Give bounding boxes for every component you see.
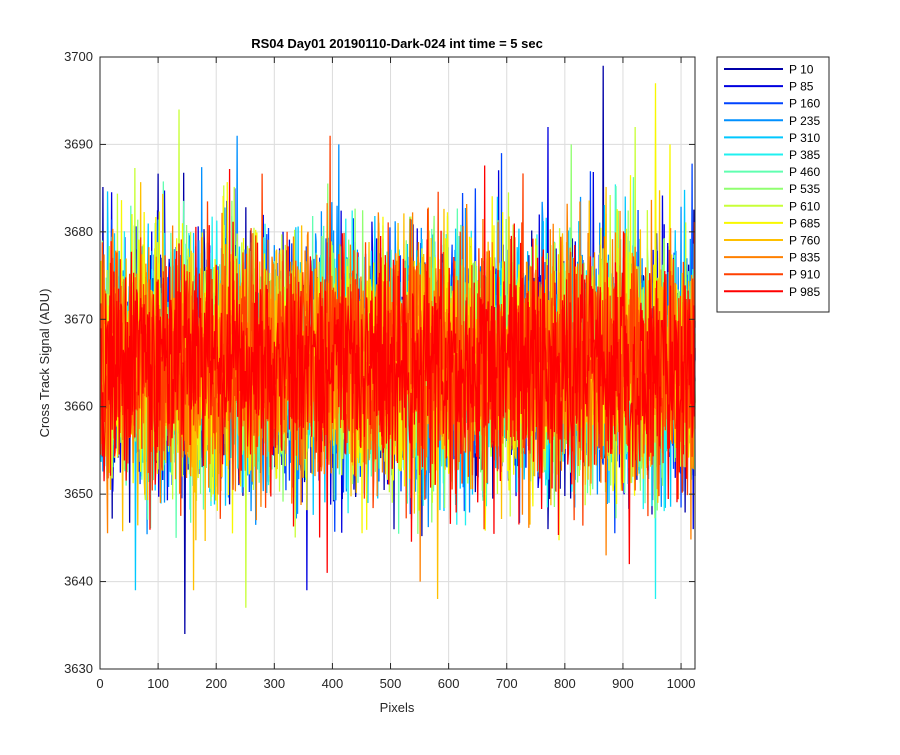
legend-label: P 610 <box>789 199 820 213</box>
x-tick-label: 800 <box>554 676 576 691</box>
x-tick-label: 200 <box>205 676 227 691</box>
y-tick-label: 3630 <box>64 661 93 676</box>
chart-title: RS04 Day01 20190110-Dark-024 int time = … <box>251 36 543 51</box>
tick-layer: 0 100 200 300 400 500 600 700 800 900 1000 3630 3640… <box>64 49 695 691</box>
x-tick-label: 500 <box>380 676 402 691</box>
legend-label: P 10 <box>789 63 814 77</box>
legend-label: P 235 <box>789 114 820 128</box>
x-tick-label: 300 <box>263 676 285 691</box>
legend-label: P 985 <box>789 285 820 299</box>
y-tick-label: 3690 <box>64 136 93 151</box>
y-tick-label: 3640 <box>64 574 93 589</box>
legend: P 10 P 85 P 160 P 235 P 310 P 385 P 460 P 535 P … <box>716 56 830 313</box>
y-axis-label: Cross Track Signal (ADU) <box>37 289 52 438</box>
legend-label: P 760 <box>789 234 820 248</box>
series-layer <box>99 65 696 635</box>
legend-label: P 835 <box>789 251 820 265</box>
y-tick-label: 3650 <box>64 486 93 501</box>
y-tick-label: 3680 <box>64 224 93 239</box>
legend-box <box>716 56 830 313</box>
x-tick-label: 700 <box>496 676 518 691</box>
y-tick-label: 3660 <box>64 399 93 414</box>
x-tick-label: 400 <box>322 676 344 691</box>
plot-frame <box>99 56 696 670</box>
x-tick-label: 100 <box>147 676 169 691</box>
legend-label: P 460 <box>789 165 820 179</box>
y-tick-label: 3670 <box>64 311 93 326</box>
x-tick-label: 1000 <box>667 676 696 691</box>
legend-label: P 310 <box>789 131 820 145</box>
x-axis-label: Pixels <box>380 700 415 715</box>
legend-label: P 685 <box>789 216 820 230</box>
legend-label: P 385 <box>789 148 820 162</box>
x-tick-label: 600 <box>438 676 460 691</box>
x-tick-label: 0 <box>96 676 103 691</box>
legend-label: P 85 <box>789 80 814 94</box>
x-tick-label: 900 <box>612 676 634 691</box>
legend-label: P 535 <box>789 182 820 196</box>
y-tick-label: 3700 <box>64 49 93 64</box>
series-line-p985 <box>99 165 696 573</box>
legend-label: P 160 <box>789 97 820 111</box>
legend-label: P 910 <box>789 268 820 282</box>
